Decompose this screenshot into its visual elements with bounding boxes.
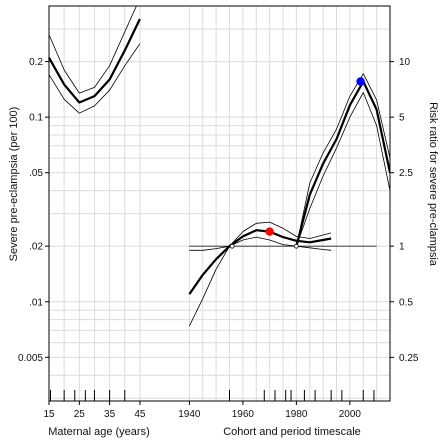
left-tick-label: 0.005 xyxy=(18,353,43,364)
time-tick-label: 1940 xyxy=(178,409,201,420)
highlight-point xyxy=(356,77,365,86)
time-tick-label: 1960 xyxy=(232,409,255,420)
reference-point xyxy=(293,243,299,249)
age-tick-label: 15 xyxy=(43,409,55,420)
plot-border xyxy=(48,5,391,402)
age-series-estimate xyxy=(48,18,141,104)
time-tick-label: 1980 xyxy=(285,409,308,420)
right-tick-label: 0.25 xyxy=(399,353,419,364)
right-tick-label: 1 xyxy=(399,242,405,253)
time-series-cohort-ci-lower xyxy=(189,236,332,327)
age-x-axis-title: Maternal age (years) xyxy=(48,426,150,438)
horizontal-grid xyxy=(49,5,390,399)
left-tick-label: .01 xyxy=(29,297,43,308)
left-tick-label: 0.2 xyxy=(29,57,43,68)
age-series-ci-lower xyxy=(48,43,141,114)
right-y-axis: 10 5 2.5 1 0.5 0.25 xyxy=(390,57,419,364)
plot-frame xyxy=(48,5,391,402)
age-series-ci-upper xyxy=(48,6,137,94)
age-tick-label: 25 xyxy=(74,409,86,420)
left-tick-label: .02 xyxy=(29,242,43,253)
left-y-axis: 0.2 0.1 .05 .02 .01 0.005 xyxy=(18,57,49,364)
time-tick-label: 2000 xyxy=(339,409,362,420)
time-series-period-ci-lower xyxy=(296,92,390,247)
time-series-cohort-ci-upper xyxy=(189,221,332,251)
time-panel xyxy=(188,73,390,327)
time-x-axis-title: Cohort and period timescale xyxy=(223,426,361,438)
x-axes: 15 25 35 45 1940 1960 1980 2000 xyxy=(43,390,375,420)
right-tick-label: 5 xyxy=(399,113,405,124)
time-series-period-ci-upper xyxy=(296,73,390,247)
time-series-cohort-estimate xyxy=(188,229,332,295)
left-tick-label: .05 xyxy=(29,168,43,179)
age-panel xyxy=(48,6,141,114)
right-tick-label: 2.5 xyxy=(399,168,413,179)
right-y-axis-title: Risk ratio for severe pre-clampsia xyxy=(427,102,439,267)
highlight-point xyxy=(265,227,274,236)
vertical-grid xyxy=(63,6,378,401)
right-tick-label: 0.5 xyxy=(399,297,413,308)
reference-point xyxy=(229,243,235,249)
left-y-axis-title: Severe pre-eclampsia (per 100) xyxy=(8,107,20,262)
age-tick-label: 45 xyxy=(134,409,146,420)
age-tick-label: 35 xyxy=(104,409,116,420)
right-tick-label: 10 xyxy=(399,57,411,68)
left-tick-label: 0.1 xyxy=(29,113,43,124)
time-series-period-estimate xyxy=(295,80,390,247)
